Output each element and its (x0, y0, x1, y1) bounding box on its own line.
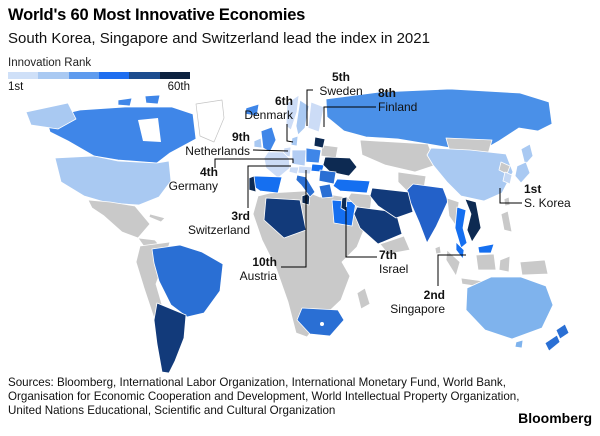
australia-region (465, 276, 554, 340)
brazil-region (151, 244, 224, 318)
canada-arctic-island-region (144, 94, 161, 105)
canada-arctic-island-region (117, 97, 133, 107)
austria-region (297, 165, 313, 175)
finland-region (307, 101, 325, 133)
uk-region (260, 126, 277, 153)
ireland-region (253, 137, 263, 149)
legend-title: Innovation Rank (8, 57, 92, 69)
baltic-states-region (313, 136, 326, 149)
south-korea-region (502, 171, 513, 185)
sources-line: United Nations Educational, Scientific a… (8, 403, 336, 417)
switzerland-region (288, 166, 300, 175)
legend-color-segment (8, 72, 39, 79)
indonesia-borneo-region (475, 253, 497, 271)
chart-title: World's 60 Most Innovative Economies (8, 6, 306, 24)
callout-rank: 5th (332, 70, 350, 84)
iceland-region (244, 103, 260, 117)
legend-color-segment (68, 72, 99, 79)
malaysia-borneo-region (477, 243, 495, 254)
new-zealand-region (555, 323, 570, 340)
legend-color-segment (129, 72, 160, 79)
argentina-chile-region (153, 302, 187, 374)
chart-subtitle: South Korea, Singapore and Switzerland l… (8, 30, 430, 47)
india-region (406, 183, 449, 244)
russia-region (325, 88, 553, 158)
legend-min-label: 1st (8, 81, 24, 93)
legend-color-bar (8, 72, 190, 79)
greenland-region (195, 99, 225, 143)
world-choropleth-map (25, 88, 570, 374)
usa-region (54, 155, 172, 206)
vietnam-region (464, 198, 482, 243)
sources-line: Organisation for Economic Cooperation an… (8, 389, 520, 403)
legend-color-segment (98, 72, 130, 79)
japan-region (514, 161, 531, 184)
legend-max-label: 60th (167, 81, 190, 93)
legend-scale-labels: 1st 60th (8, 81, 190, 93)
thailand-region (454, 206, 468, 249)
canada-region (45, 106, 197, 164)
norway-region (285, 94, 300, 131)
legend-color-segment (38, 72, 69, 79)
philippines-region (500, 210, 513, 233)
innovation-rank-legend: Innovation Rank 1st 60th (8, 57, 190, 93)
chart-header: World's 60 Most Innovative Economies Sou… (8, 6, 430, 47)
cuba-region (148, 213, 166, 223)
mexico-region (87, 199, 151, 239)
sri-lanka-region (434, 245, 442, 255)
bloomberg-logo: Bloomberg (518, 410, 592, 426)
legend-color-segment (159, 72, 190, 79)
poland-region (305, 147, 322, 164)
germany-region (291, 149, 307, 167)
yemen-oman-region (379, 235, 411, 255)
indonesia-sulawesi-region (498, 255, 511, 273)
sources-note: Sources: Bloomberg, International Labor … (8, 376, 519, 417)
romania-region (318, 169, 337, 185)
turkey-region (332, 178, 371, 194)
indonesia-sumatra-region (445, 249, 461, 277)
greece-region (318, 183, 334, 199)
israel-region (340, 196, 348, 212)
iran-region (369, 187, 414, 219)
madagascar-region (356, 287, 371, 310)
hudson-bay (138, 118, 161, 142)
japan-region (520, 143, 534, 166)
central-asia-region (359, 139, 437, 173)
china-region (426, 147, 514, 202)
sources-line: Sources: Bloomberg, International Labor … (8, 376, 506, 389)
lesotho-gap (320, 322, 324, 326)
denmark-region (290, 135, 299, 147)
tasmania-region (514, 339, 524, 349)
south-africa-region (296, 307, 345, 337)
france-region (263, 151, 291, 179)
papua-new-guinea-region (519, 259, 549, 276)
alaska-region (25, 102, 77, 130)
new-zealand-region (544, 334, 561, 352)
taiwan-region (503, 196, 511, 207)
